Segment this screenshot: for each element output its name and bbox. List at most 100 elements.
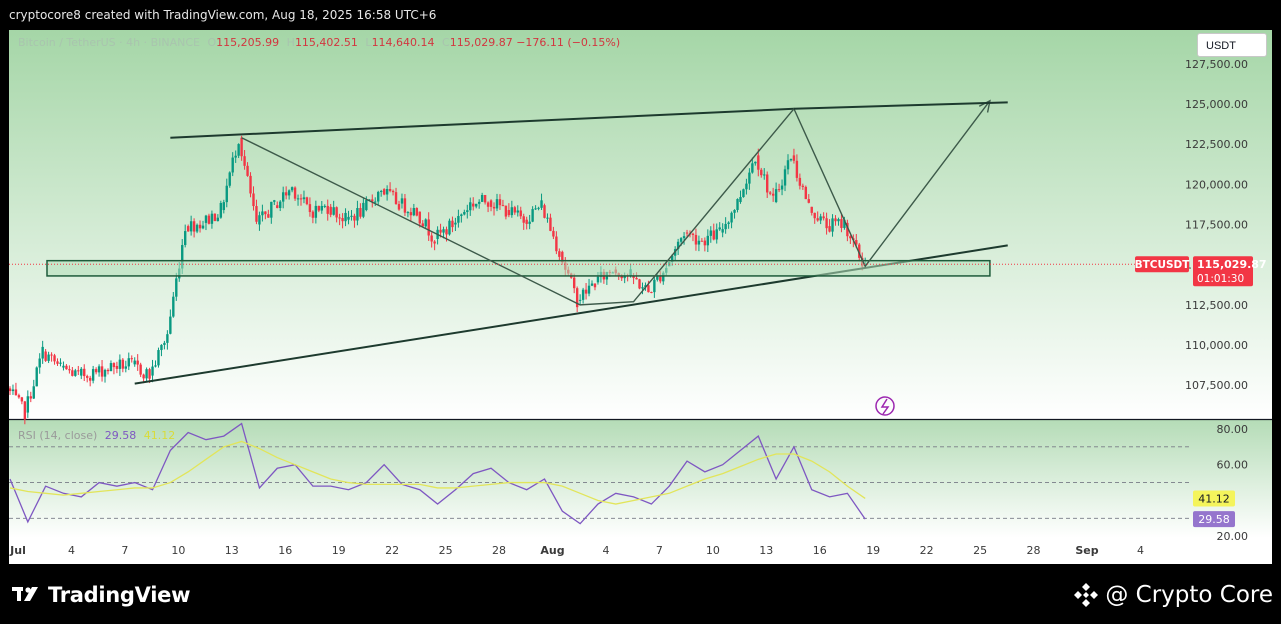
candle-body — [59, 362, 62, 364]
candle-body — [47, 354, 50, 361]
currency-button[interactable]: USDT — [1197, 33, 1267, 57]
time-tick-label: Aug — [540, 544, 564, 557]
candle-body — [74, 370, 77, 376]
candle-body — [706, 235, 710, 246]
rsi-ma-legend-value: 41.12 — [143, 429, 176, 442]
candle-body — [635, 277, 638, 280]
candle-body — [531, 209, 534, 222]
candle-body — [540, 200, 543, 208]
candle-body — [427, 219, 430, 236]
candle-body — [222, 202, 225, 211]
candle-body — [421, 223, 424, 227]
candle-body — [397, 204, 401, 210]
candle-body — [510, 207, 514, 216]
candle-body — [513, 207, 517, 213]
time-tick-label: 28 — [1027, 544, 1041, 557]
candle-body — [424, 219, 427, 227]
candle-body — [308, 204, 312, 213]
candle-body — [246, 165, 249, 176]
candle-body — [91, 369, 95, 381]
candle-body — [379, 190, 383, 192]
candle-body — [593, 283, 597, 288]
rsi-line — [9, 422, 866, 525]
candle-body — [528, 221, 531, 224]
candle-body — [219, 202, 223, 218]
candle-body — [252, 193, 255, 207]
candle-body — [210, 213, 214, 224]
time-tick-label: 19 — [332, 544, 346, 557]
candle-body — [305, 197, 309, 205]
candle-body — [287, 190, 291, 196]
candle-body — [795, 160, 799, 178]
candle-body — [703, 240, 707, 246]
candle-body — [145, 369, 148, 379]
candle-body — [777, 189, 781, 191]
candle-body — [353, 215, 356, 221]
candle-body — [106, 369, 110, 372]
candle-body — [189, 221, 193, 232]
price-tag-value: 115,029.87 — [1197, 258, 1267, 271]
high-label: H — [286, 36, 295, 49]
candle-body — [118, 359, 122, 369]
candle-body — [709, 230, 712, 236]
candle-body — [172, 296, 175, 317]
candle-body — [14, 389, 18, 396]
candle-body — [109, 363, 113, 372]
candle-body — [742, 189, 745, 198]
candle-body — [439, 229, 442, 233]
candle-body — [433, 241, 436, 244]
candle-body — [115, 365, 119, 369]
candle-body — [326, 205, 329, 214]
time-tick-label: 4 — [1137, 544, 1144, 557]
candle-body — [385, 188, 389, 195]
candle-body — [858, 244, 861, 258]
candle-body — [213, 213, 217, 222]
candle-body — [133, 360, 136, 365]
candle-body — [460, 214, 463, 217]
open-value: 115,205.99 — [216, 36, 280, 49]
close-value: 115,029.87 — [449, 36, 513, 49]
candle-body — [50, 354, 53, 356]
open-label: O — [207, 36, 217, 49]
candle-body — [549, 217, 552, 231]
candle-body — [807, 199, 810, 203]
candle-body — [341, 218, 344, 222]
candle-body — [279, 201, 282, 208]
candle-body — [264, 211, 267, 215]
rsi-legend: RSI (14, close) 29.58 41.12 — [18, 429, 175, 442]
candle-body — [284, 192, 288, 196]
candle-body — [41, 346, 44, 359]
candle-body — [825, 218, 828, 229]
candle-body — [846, 222, 849, 237]
candle-body — [581, 289, 585, 300]
time-tick-label: 22 — [385, 544, 399, 557]
candle-body — [644, 285, 647, 288]
time-tick-label: 13 — [759, 544, 773, 557]
candle-body — [572, 277, 576, 289]
candle-body — [234, 155, 237, 158]
main-pane-background — [9, 30, 1272, 419]
candle-body — [771, 193, 775, 196]
candle-body — [760, 169, 763, 176]
candle-body — [766, 174, 769, 193]
chart-canvas[interactable]: 107,500.00110,000.00112,500.00115,000.00… — [9, 30, 1272, 564]
price-tick-label: 122,500.00 — [1185, 138, 1248, 151]
candle-body — [849, 236, 852, 239]
candle-body — [317, 205, 321, 211]
candle-body — [377, 191, 380, 202]
candle-body — [267, 214, 270, 218]
candle-body — [329, 206, 332, 215]
candle-body — [451, 220, 454, 228]
candle-body — [240, 137, 243, 157]
candle-body — [166, 334, 169, 343]
candle-body — [273, 200, 276, 202]
rsi-ma-tag-text: 41.12 — [1198, 492, 1230, 505]
candle-body — [516, 210, 519, 213]
candle-body — [350, 215, 353, 217]
candle-body — [29, 396, 32, 399]
candle-body — [745, 183, 748, 190]
candle-body — [388, 188, 392, 191]
candle-body — [507, 210, 511, 216]
candle-body — [130, 358, 133, 360]
candle-body — [786, 160, 790, 170]
